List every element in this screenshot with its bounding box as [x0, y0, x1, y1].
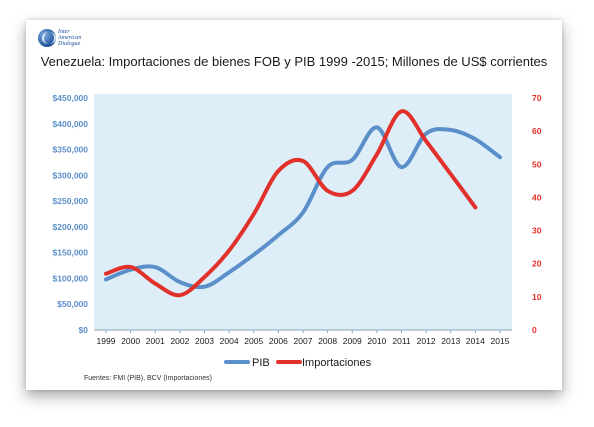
left-tick-label: $350,000 — [53, 145, 89, 155]
right-tick-label: 50 — [532, 159, 542, 169]
legend-label-importaciones: Importaciones — [302, 357, 372, 369]
x-tick-label: 2015 — [491, 336, 510, 346]
left-tick-label: $450,000 — [53, 93, 89, 103]
right-tick-label: 40 — [532, 192, 542, 202]
legend: PIB Importaciones — [224, 357, 372, 369]
right-tick-label: 70 — [532, 93, 542, 103]
series-line-importaciones — [104, 109, 478, 298]
left-axis-ticks: $0 $50,000 $100,000 $150,000 $200,000 $250,00… — [53, 93, 89, 335]
chart-svg: $0 $50,000 $100,000 $150,000 $200,000 $250,00… — [53, 93, 542, 369]
x-tick-label: 2009 — [343, 336, 362, 346]
left-tick-label: $0 — [79, 325, 89, 335]
left-tick-label: $50,000 — [57, 299, 88, 309]
chart-title: Venezuela: Importaciones de bienes FOB y… — [40, 54, 548, 69]
right-tick-label: 0 — [532, 325, 537, 335]
left-tick-label: $150,000 — [53, 248, 89, 258]
logo-line3: Dialogue — [58, 41, 81, 47]
x-tick-label: 2010 — [367, 336, 386, 346]
x-tick-label: 2005 — [244, 336, 263, 346]
x-tick-label: 2007 — [294, 336, 313, 346]
legend-label-pib: PIB — [252, 357, 270, 369]
logo-text: Inter American Dialogue — [58, 29, 81, 47]
inter-american-dialogue-logo: Inter American Dialogue — [38, 26, 81, 50]
right-tick-label: 20 — [532, 259, 542, 269]
globe-icon — [38, 29, 56, 47]
x-tick-label: 2004 — [220, 336, 239, 346]
right-tick-label: 60 — [532, 126, 542, 136]
right-tick-label: 10 — [532, 292, 542, 302]
left-tick-label: $200,000 — [53, 222, 89, 232]
logo-line2: American — [58, 35, 82, 41]
left-tick-label: $100,000 — [53, 273, 89, 283]
right-tick-label: 30 — [532, 226, 542, 236]
x-tick-label: 2002 — [170, 336, 189, 346]
series-lines — [104, 109, 502, 298]
x-tick-label: 2008 — [318, 336, 337, 346]
right-axis-ticks: 0 10 20 30 40 50 60 70 — [532, 93, 542, 335]
x-tick-label: 2011 — [392, 336, 411, 346]
x-tick-label: 2003 — [195, 336, 214, 346]
logo-line1: Inter — [58, 29, 70, 35]
series-line-pib — [104, 125, 502, 290]
chart-card: Inter American Dialogue Venezuela: Impor… — [26, 20, 562, 390]
x-tick-label: 2014 — [466, 336, 485, 346]
x-tick-label: 1999 — [97, 336, 116, 346]
x-tick-label: 2013 — [441, 336, 460, 346]
x-tick-label: 2001 — [146, 336, 165, 346]
x-axis-ticks: 1999 2000 2001 2002 2003 2004 2005 2006 2007 2008… — [97, 330, 510, 346]
x-tick-label: 2006 — [269, 336, 288, 346]
left-tick-label: $400,000 — [53, 119, 89, 129]
x-tick-label: 2012 — [417, 336, 436, 346]
left-tick-label: $300,000 — [53, 170, 89, 180]
x-tick-label: 2000 — [121, 336, 140, 346]
footnote: Fuentes: FMI (PIB), BCV (Importaciones) — [84, 375, 212, 382]
left-tick-label: $250,000 — [53, 196, 89, 206]
